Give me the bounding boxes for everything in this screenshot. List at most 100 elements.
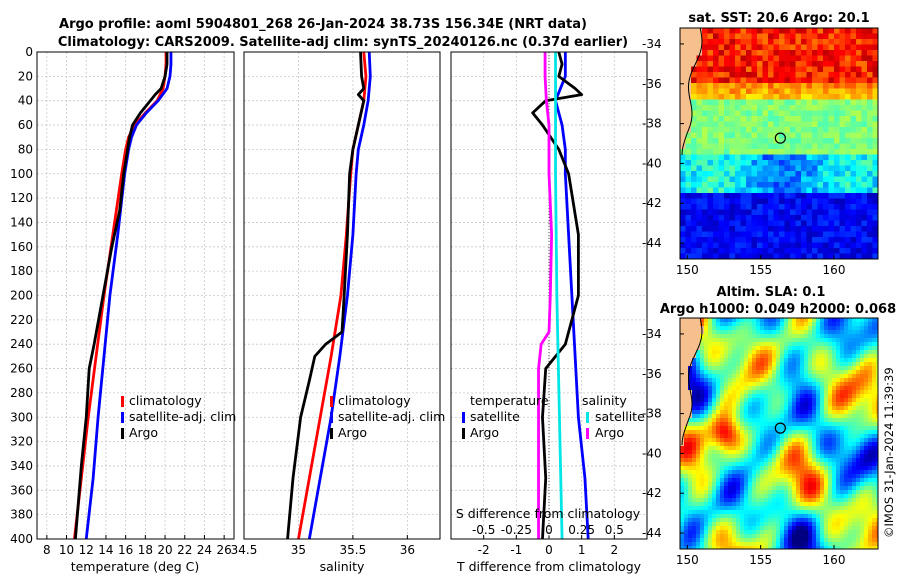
field-cell <box>760 370 765 375</box>
field-cell <box>768 187 775 194</box>
field-cell <box>790 171 797 178</box>
field-cell <box>812 466 817 471</box>
field-cell <box>746 83 753 90</box>
field-cell <box>740 366 745 371</box>
field-cell <box>834 77 841 84</box>
field-cell <box>860 434 865 439</box>
field-cell <box>788 394 793 399</box>
sla-map-frame <box>679 317 879 550</box>
field-cell <box>708 538 713 543</box>
field-cell <box>848 418 853 423</box>
field-cell <box>868 494 873 499</box>
field-cell <box>773 226 780 233</box>
s-difference-tick-label: -0.5 <box>472 523 495 537</box>
field-cell <box>728 442 733 447</box>
field-cell <box>772 362 777 367</box>
field-cell <box>768 354 773 359</box>
field-cell <box>735 99 742 106</box>
field-cell <box>768 198 775 205</box>
field-cell <box>806 209 813 216</box>
field-cell <box>817 253 824 259</box>
field-cell <box>720 394 725 399</box>
field-cell <box>752 442 757 447</box>
field-cell <box>868 350 873 355</box>
field-cell <box>740 237 747 244</box>
field-cell <box>680 242 687 249</box>
field-cell <box>768 350 773 355</box>
field-cell <box>712 318 717 323</box>
field-cell <box>696 458 701 463</box>
field-cell <box>768 382 773 387</box>
field-cell <box>704 434 709 439</box>
field-cell <box>800 474 805 479</box>
field-cell <box>832 430 837 435</box>
field-cell <box>784 209 791 216</box>
field-cell <box>784 522 789 527</box>
field-cell <box>801 55 808 62</box>
field-cell <box>744 438 749 443</box>
field-cell <box>872 121 878 128</box>
field-cell <box>872 418 877 423</box>
field-cell <box>844 434 849 439</box>
field-cell <box>852 414 857 419</box>
field-cell <box>772 346 777 351</box>
field-cell <box>848 394 853 399</box>
field-cell <box>823 231 830 238</box>
land-cell <box>688 406 693 411</box>
field-cell <box>801 61 808 68</box>
field-cell <box>684 494 689 499</box>
field-cell <box>720 330 725 335</box>
field-cell <box>772 322 777 327</box>
field-cell <box>712 446 717 451</box>
sst-map-title: sat. SST: 20.6 Argo: 20.1 <box>688 11 869 26</box>
field-cell <box>856 438 861 443</box>
field-cell <box>708 390 713 395</box>
field-cell <box>696 88 703 95</box>
field-cell <box>756 478 761 483</box>
field-cell <box>839 28 846 35</box>
field-cell <box>828 510 833 515</box>
field-cell <box>684 438 689 443</box>
field-cell <box>696 231 703 238</box>
field-cell <box>752 438 757 443</box>
field-cell <box>832 378 837 383</box>
field-cell <box>876 518 878 523</box>
field-cell <box>804 526 809 531</box>
field-cell <box>740 398 745 403</box>
field-cell <box>840 322 845 327</box>
field-cell <box>816 362 821 367</box>
field-cell <box>756 502 761 507</box>
field-cell <box>768 105 775 112</box>
field-cell <box>868 490 873 495</box>
field-cell <box>692 474 697 479</box>
field-cell <box>752 410 757 415</box>
field-cell <box>691 77 698 84</box>
field-cell <box>712 530 717 535</box>
field-cell <box>748 490 753 495</box>
field-cell <box>764 482 769 487</box>
field-cell <box>850 94 857 101</box>
land-cell <box>691 28 698 35</box>
field-cell <box>756 434 761 439</box>
field-cell <box>716 386 721 391</box>
field-cell <box>856 253 863 259</box>
field-cell <box>790 66 797 73</box>
field-cell <box>724 33 731 40</box>
field-cell <box>796 478 801 483</box>
field-cell <box>860 438 865 443</box>
field-cell <box>804 478 809 483</box>
field-cell <box>764 450 769 455</box>
field-cell <box>780 474 785 479</box>
field-cell <box>876 422 878 427</box>
field-cell <box>752 478 757 483</box>
field-cell <box>724 77 731 84</box>
field-cell <box>732 394 737 399</box>
field-cell <box>724 342 729 347</box>
field-cell <box>784 386 789 391</box>
land-cell <box>680 334 685 339</box>
field-cell <box>691 66 698 73</box>
map-lon-tick-label: 150 <box>676 263 699 277</box>
field-cell <box>732 370 737 375</box>
field-cell <box>867 182 874 189</box>
field-cell <box>848 326 853 331</box>
